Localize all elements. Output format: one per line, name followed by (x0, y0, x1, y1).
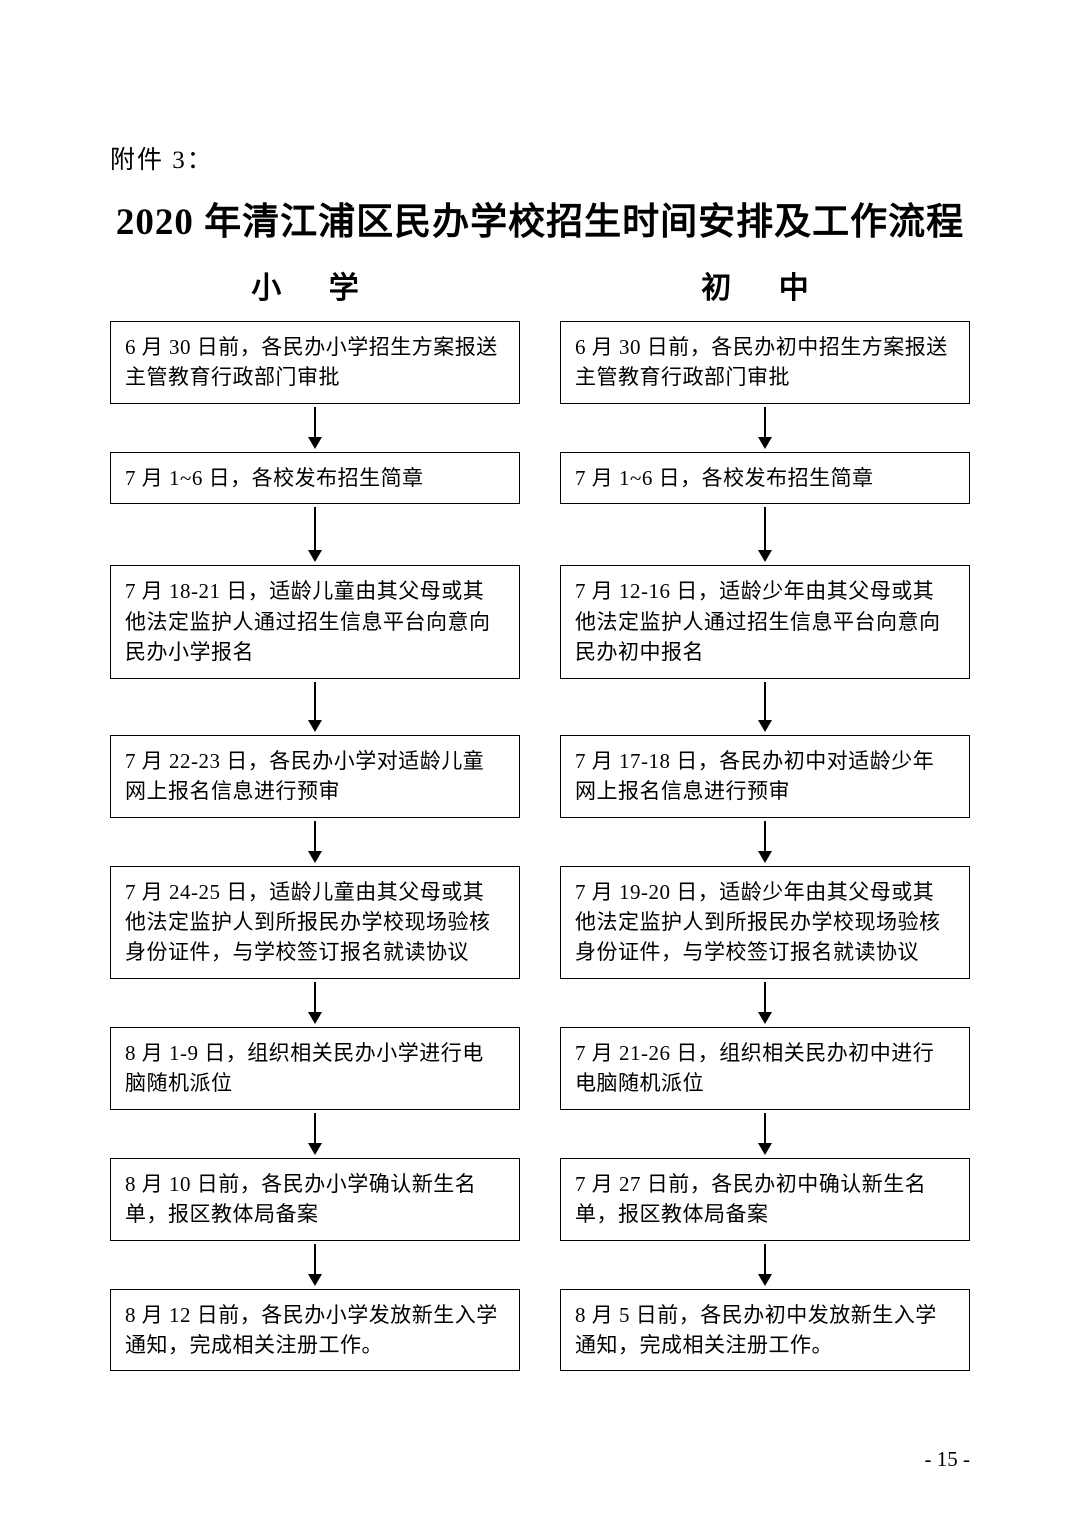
column-header-left: 小 学 (251, 263, 379, 307)
arrow-down-icon (308, 982, 322, 1024)
flowchart-column-left: 小 学 6 月 30 日前，各民办小学招生方案报送主管教育行政部门审批 7 月 1… (110, 263, 520, 1371)
flow-step-right-3: 7 月 17-18 日，各民办初中对适龄少年网上报名信息进行预审 (560, 735, 970, 818)
arrow-down-icon (758, 1113, 772, 1155)
arrow-down-icon (308, 1244, 322, 1286)
flow-step-right-1: 7 月 1~6 日，各校发布招生简章 (560, 452, 970, 504)
flowchart-column-left-body: 6 月 30 日前，各民办小学招生方案报送主管教育行政部门审批 7 月 1~6 日… (110, 321, 520, 1371)
flow-step-right-5: 7 月 21-26 日，组织相关民办初中进行电脑随机派位 (560, 1027, 970, 1110)
arrow-down-icon (308, 507, 322, 562)
arrow-down-icon (758, 682, 772, 732)
flow-step-right-2: 7 月 12-16 日，适龄少年由其父母或其他法定监护人通过招生信息平台向意向民… (560, 565, 970, 678)
flowchart-column-right: 初 中 6 月 30 日前，各民办初中招生方案报送主管教育行政部门审批 7 月 1… (560, 263, 970, 1371)
flow-step-left-0: 6 月 30 日前，各民办小学招生方案报送主管教育行政部门审批 (110, 321, 520, 404)
flow-step-right-4: 7 月 19-20 日，适龄少年由其父母或其他法定监护人到所报民办学校现场验核身… (560, 866, 970, 979)
arrow-down-icon (758, 407, 772, 449)
attachment-label: 附件 3： (110, 140, 970, 176)
flowchart-container: 小 学 6 月 30 日前，各民办小学招生方案报送主管教育行政部门审批 7 月 1… (110, 263, 970, 1371)
flow-step-left-1: 7 月 1~6 日，各校发布招生简章 (110, 452, 520, 504)
flow-step-left-6: 8 月 10 日前，各民办小学确认新生名单，报区教体局备案 (110, 1158, 520, 1241)
arrow-down-icon (758, 982, 772, 1024)
arrow-down-icon (308, 407, 322, 449)
column-header-right: 初 中 (701, 263, 829, 307)
flow-step-left-4: 7 月 24-25 日，适龄儿童由其父母或其他法定监护人到所报民办学校现场验核身… (110, 866, 520, 979)
flow-step-left-3: 7 月 22-23 日，各民办小学对适龄儿童网上报名信息进行预审 (110, 735, 520, 818)
flow-step-left-5: 8 月 1-9 日，组织相关民办小学进行电脑随机派位 (110, 1027, 520, 1110)
flow-step-right-0: 6 月 30 日前，各民办初中招生方案报送主管教育行政部门审批 (560, 321, 970, 404)
flow-step-left-7: 8 月 12 日前，各民办小学发放新生入学通知，完成相关注册工作。 (110, 1289, 520, 1372)
flow-step-right-6: 7 月 27 日前，各民办初中确认新生名单，报区教体局备案 (560, 1158, 970, 1241)
arrow-down-icon (308, 682, 322, 732)
flow-step-right-7: 8 月 5 日前，各民办初中发放新生入学通知，完成相关注册工作。 (560, 1289, 970, 1372)
arrow-down-icon (758, 821, 772, 863)
page-number: - 15 - (925, 1447, 971, 1472)
arrow-down-icon (308, 821, 322, 863)
page-title: 2020 年清江浦区民办学校招生时间安排及工作流程 (110, 191, 970, 245)
flowchart-column-right-body: 6 月 30 日前，各民办初中招生方案报送主管教育行政部门审批 7 月 1~6 日… (560, 321, 970, 1371)
arrow-down-icon (758, 1244, 772, 1286)
arrow-down-icon (308, 1113, 322, 1155)
arrow-down-icon (758, 507, 772, 562)
flow-step-left-2: 7 月 18-21 日，适龄儿童由其父母或其他法定监护人通过招生信息平台向意向民… (110, 565, 520, 678)
